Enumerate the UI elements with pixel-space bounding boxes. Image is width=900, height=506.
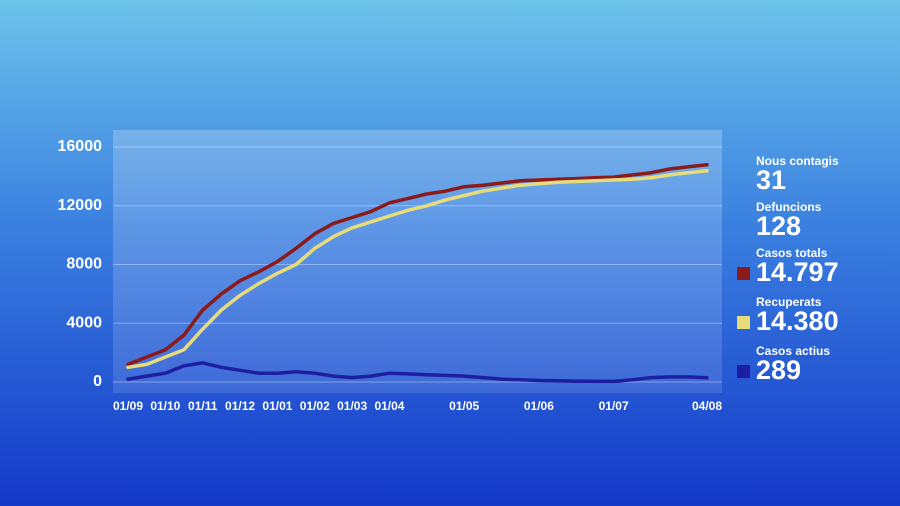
x-tick-label: 01/02: [300, 399, 330, 413]
legend-value: 14.797: [756, 257, 839, 287]
x-tick-label: 01/05: [449, 399, 479, 413]
stat-label: Nous contagis: [756, 154, 839, 168]
legend-value: 289: [756, 355, 801, 385]
legend-label: Recuperats: [756, 295, 822, 309]
line-series: [126, 169, 709, 370]
x-tick-label: 01/03: [337, 399, 367, 413]
stat-label: Defuncions: [756, 200, 822, 214]
stat-value: 31: [756, 165, 786, 195]
x-tick-label: 01/11: [188, 399, 218, 413]
y-tick-label: 0: [93, 373, 102, 390]
legend-label: Casos totals: [756, 246, 828, 260]
x-tick-label: 01/10: [150, 399, 180, 413]
legend-swatch: [737, 316, 750, 329]
stat-value: 128: [756, 211, 801, 241]
legend-label: Casos actius: [756, 344, 830, 358]
legend-swatch: [737, 365, 750, 378]
plot-area: [113, 130, 722, 393]
y-tick-label: 12000: [58, 197, 103, 214]
legend-value: 14.380: [756, 306, 839, 336]
x-tick-label: 01/07: [599, 399, 629, 413]
legend-swatch: [737, 267, 750, 280]
y-tick-label: 4000: [66, 314, 102, 331]
x-tick-label: 01/09: [113, 399, 143, 413]
line-series: [126, 361, 709, 384]
x-tick-label: 01/12: [225, 399, 255, 413]
x-tick-label: 01/04: [374, 399, 404, 413]
x-tick-label: 01/01: [262, 399, 292, 413]
y-tick-label: 8000: [66, 256, 102, 273]
x-tick-label: 01/06: [524, 399, 554, 413]
x-tick-label: 04/08: [692, 399, 722, 413]
y-tick-label: 16000: [58, 138, 103, 155]
line-series: [126, 162, 709, 367]
